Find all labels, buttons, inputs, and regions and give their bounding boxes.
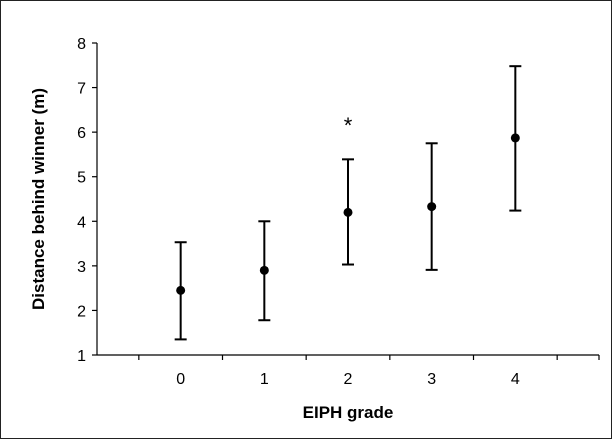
error-bars — [174, 65, 522, 341]
y-tick-label: 8 — [77, 36, 86, 53]
data-point — [427, 202, 437, 212]
y-tick-label: 7 — [77, 81, 86, 98]
y-tick-label: 1 — [77, 348, 86, 365]
annotations: * — [344, 113, 353, 138]
y-tick-label: 2 — [77, 303, 86, 320]
data-point — [343, 207, 353, 217]
x-tick-label: 4 — [511, 371, 520, 388]
data-points — [176, 133, 520, 295]
x-axis-ticks: 0 1 2 3 4 — [138, 355, 600, 388]
data-point — [176, 285, 186, 295]
y-tick-label: 3 — [77, 259, 86, 276]
x-tick-label: 3 — [427, 371, 436, 388]
y-tick-label: 4 — [77, 214, 86, 231]
data-point — [259, 265, 269, 275]
y-axis-ticks: 1 2 3 4 5 6 7 8 — [77, 36, 97, 365]
y-tick-label: 5 — [77, 170, 86, 187]
x-tick-label: 0 — [176, 371, 185, 388]
x-tick-label: 1 — [260, 371, 269, 388]
data-point — [510, 133, 520, 143]
y-axis-title: Distance behind winner (m) — [29, 88, 48, 310]
significance-marker: * — [344, 113, 353, 138]
x-axis-title: EIPH grade — [303, 403, 394, 422]
y-tick-label: 6 — [77, 125, 86, 142]
axes — [96, 43, 599, 356]
x-tick-label: 2 — [344, 371, 353, 388]
